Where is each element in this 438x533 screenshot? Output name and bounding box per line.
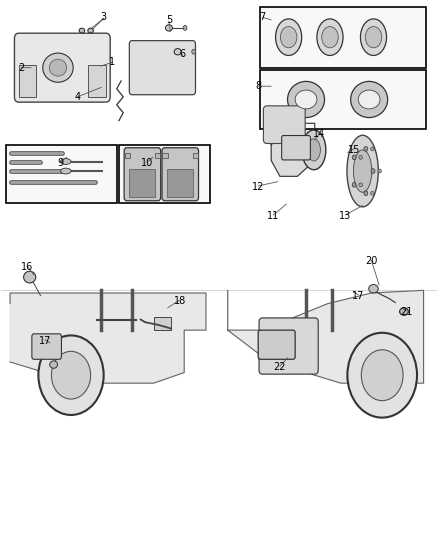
Text: 1: 1 — [110, 58, 116, 67]
Ellipse shape — [353, 150, 372, 192]
Ellipse shape — [166, 25, 173, 31]
Bar — [88, 65, 106, 97]
Ellipse shape — [60, 168, 71, 174]
Ellipse shape — [49, 361, 57, 368]
Bar — [167, 169, 193, 197]
Ellipse shape — [49, 59, 67, 76]
Bar — [119, 144, 210, 203]
Text: 10: 10 — [141, 158, 153, 168]
Circle shape — [361, 350, 403, 401]
Ellipse shape — [365, 27, 382, 48]
Ellipse shape — [276, 19, 302, 55]
Ellipse shape — [79, 28, 85, 33]
Circle shape — [347, 333, 417, 418]
Text: 17: 17 — [352, 290, 364, 301]
Text: 13: 13 — [339, 211, 351, 221]
Text: 17: 17 — [39, 336, 51, 346]
Ellipse shape — [352, 182, 356, 187]
FancyBboxPatch shape — [263, 106, 305, 143]
Ellipse shape — [307, 139, 321, 161]
Text: 16: 16 — [21, 262, 34, 271]
Ellipse shape — [351, 82, 388, 118]
Ellipse shape — [183, 26, 187, 30]
Ellipse shape — [322, 27, 338, 48]
Ellipse shape — [371, 147, 374, 151]
Ellipse shape — [24, 271, 36, 283]
Ellipse shape — [302, 130, 326, 169]
Polygon shape — [271, 123, 315, 176]
FancyBboxPatch shape — [124, 148, 161, 201]
Bar — [162, 152, 168, 158]
Ellipse shape — [359, 183, 362, 187]
Ellipse shape — [192, 50, 196, 54]
Ellipse shape — [288, 82, 325, 118]
Text: 2: 2 — [18, 63, 24, 72]
Ellipse shape — [359, 156, 362, 159]
Text: 21: 21 — [400, 306, 412, 317]
Ellipse shape — [371, 191, 374, 195]
Ellipse shape — [347, 135, 378, 207]
Bar — [154, 317, 171, 330]
Ellipse shape — [280, 27, 297, 48]
Polygon shape — [228, 290, 424, 383]
Text: 8: 8 — [255, 81, 261, 91]
Text: 15: 15 — [348, 145, 360, 155]
Bar — [260, 7, 426, 68]
FancyBboxPatch shape — [259, 318, 318, 374]
Ellipse shape — [358, 90, 380, 109]
FancyBboxPatch shape — [14, 33, 110, 102]
Text: 7: 7 — [259, 12, 266, 22]
FancyBboxPatch shape — [258, 330, 295, 359]
Bar — [260, 70, 426, 128]
Bar — [6, 144, 117, 203]
FancyBboxPatch shape — [162, 148, 198, 201]
Text: 14: 14 — [313, 129, 325, 139]
Polygon shape — [10, 293, 206, 383]
Text: 22: 22 — [274, 362, 286, 372]
Bar — [19, 65, 36, 97]
FancyBboxPatch shape — [129, 41, 195, 95]
Ellipse shape — [360, 19, 387, 55]
Ellipse shape — [364, 191, 368, 196]
Ellipse shape — [364, 147, 368, 151]
Text: 18: 18 — [174, 296, 186, 306]
Circle shape — [39, 335, 104, 415]
FancyBboxPatch shape — [32, 334, 61, 359]
FancyBboxPatch shape — [282, 135, 311, 160]
Text: 12: 12 — [252, 182, 265, 192]
Text: 20: 20 — [365, 256, 378, 266]
Bar — [129, 169, 155, 197]
Bar — [155, 152, 160, 158]
Ellipse shape — [378, 169, 381, 173]
Bar — [124, 152, 130, 158]
Text: 3: 3 — [101, 12, 107, 22]
Ellipse shape — [174, 49, 181, 55]
Ellipse shape — [43, 53, 73, 82]
Ellipse shape — [295, 90, 317, 109]
Circle shape — [51, 351, 91, 399]
Ellipse shape — [317, 19, 343, 55]
Text: 4: 4 — [74, 92, 81, 102]
Ellipse shape — [88, 28, 93, 33]
Text: 9: 9 — [57, 158, 63, 168]
Text: 5: 5 — [166, 15, 172, 25]
Text: 6: 6 — [179, 50, 185, 59]
Ellipse shape — [60, 159, 71, 165]
Bar — [193, 152, 198, 158]
Ellipse shape — [352, 155, 356, 160]
Ellipse shape — [371, 168, 375, 173]
Text: 11: 11 — [267, 211, 279, 221]
Ellipse shape — [399, 308, 408, 316]
Ellipse shape — [369, 285, 378, 293]
